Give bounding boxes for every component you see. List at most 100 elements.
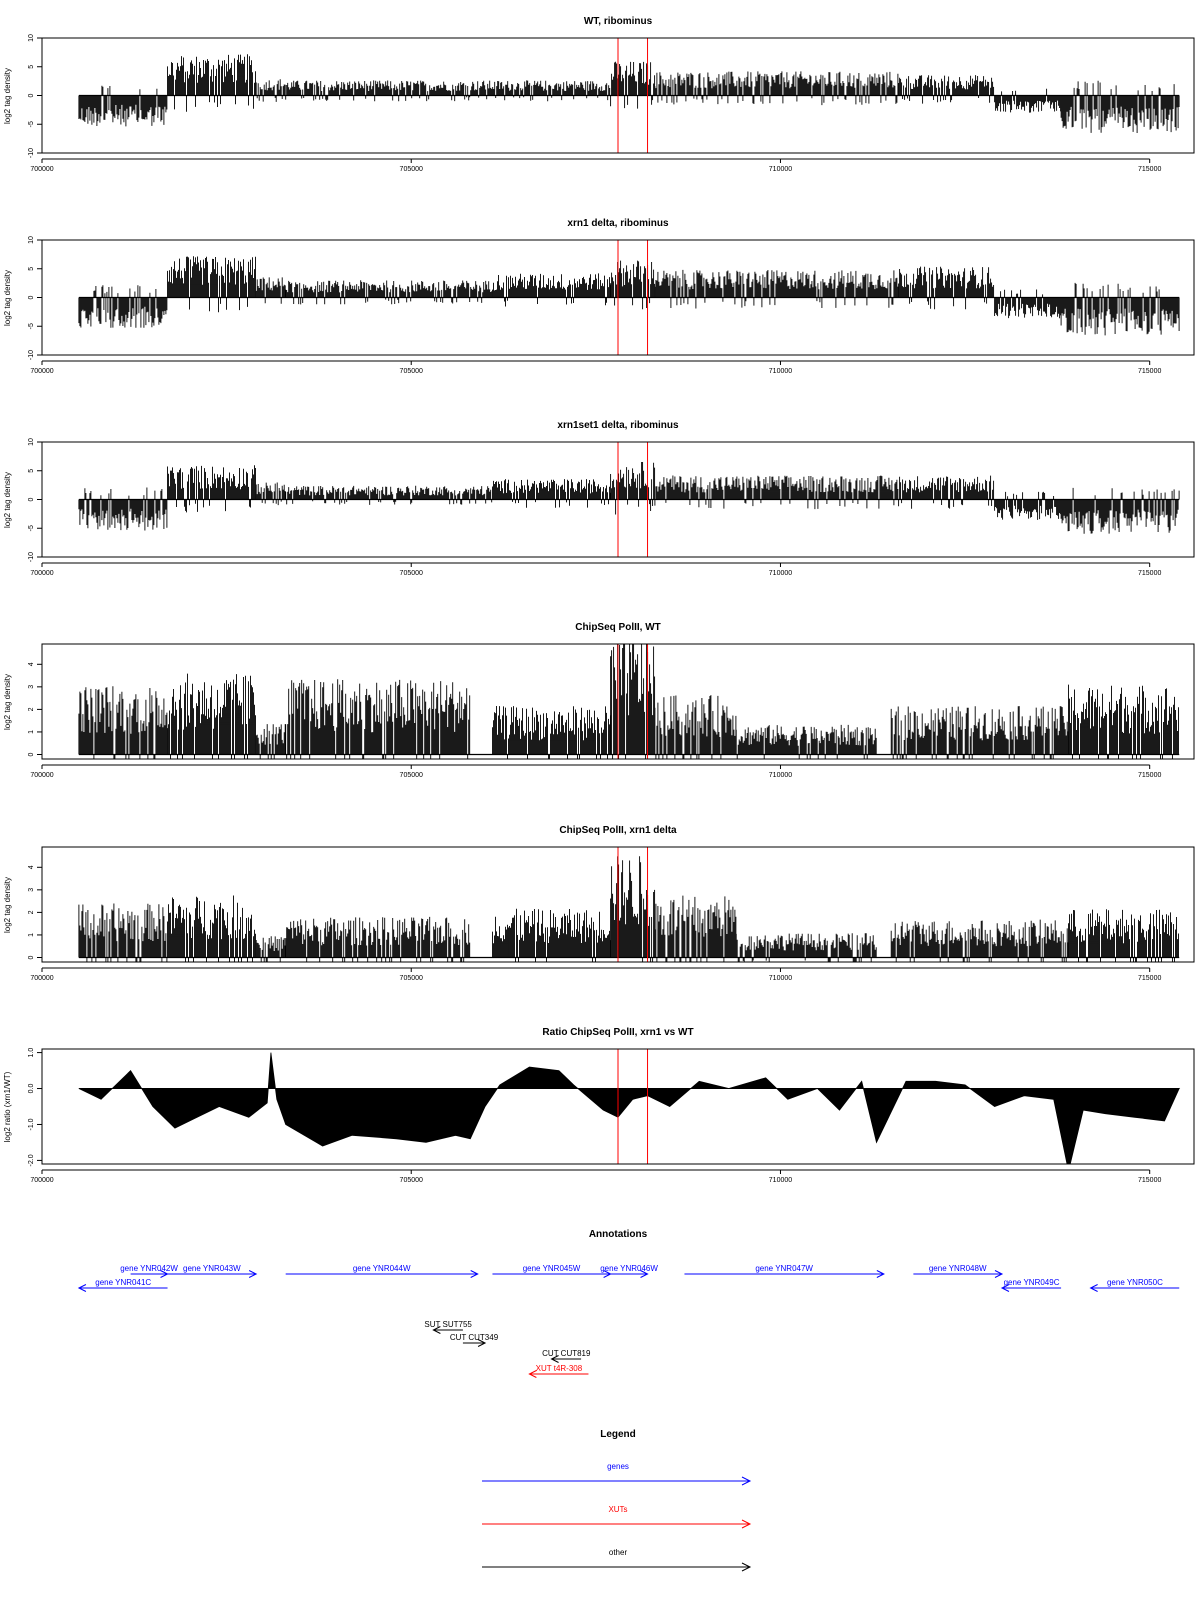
legend-title: Legend <box>600 1429 636 1440</box>
y-tick-label: -10 <box>28 552 35 562</box>
annotation-gene-ynr043w: gene YNR043W <box>167 1264 258 1278</box>
y-tick-label: 5 <box>28 469 35 473</box>
y-tick-label: 0 <box>28 295 35 299</box>
feature-arrowhead <box>528 1370 537 1378</box>
x-tick-label: 705000 <box>400 166 423 173</box>
panel-xrn1-delta-ribominus: xrn1 delta, ribominus log2 tag density 1… <box>3 218 1195 375</box>
feature-arrowhead <box>603 1270 612 1278</box>
x-tick-label: 710000 <box>769 1177 792 1184</box>
panel-chipseq-polii-xrn1-delta: ChipSeq PolII, xrn1 delta log2 tag densi… <box>3 825 1195 982</box>
signal-segment <box>78 285 168 328</box>
annotation-cut-cut819: CUT CUT819 <box>542 1349 591 1363</box>
signal-segment <box>898 266 995 310</box>
x-tick-label: 710000 <box>769 166 792 173</box>
feature-arrowhead <box>432 1326 441 1334</box>
x-tick-label: 715000 <box>1138 975 1161 982</box>
panel-wt-ribominus: WT, ribominus log2 tag density 10 5 0 -5 -10… <box>3 16 1195 173</box>
feature-arrowhead <box>248 1270 258 1278</box>
annotation-gene-ynr050c: gene YNR050C <box>1089 1278 1180 1292</box>
signal-segment <box>255 936 286 962</box>
signal-segment <box>78 85 168 127</box>
feature-label: CUT CUT349 <box>450 1333 499 1342</box>
x-tick-label: 715000 <box>1138 166 1161 173</box>
feature-label: gene YNR049C <box>1004 1278 1060 1287</box>
feature-label: gene YNR046W <box>600 1264 658 1273</box>
x-tick-label: 710000 <box>769 772 792 779</box>
signal-segment <box>1068 684 1179 759</box>
y-tick-label: -5 <box>28 323 35 329</box>
legend-arrowhead <box>741 1519 752 1529</box>
y-tick-label: 1.0 <box>28 1048 35 1058</box>
annotation-gene-ynr044w: gene YNR044W <box>285 1264 479 1278</box>
x-tick-label: 700000 <box>30 368 53 375</box>
panel-title: WT, ribominus <box>584 16 653 27</box>
signal-segment <box>898 475 995 509</box>
signal-segment <box>994 88 1062 113</box>
y-tick-label: 4 <box>28 662 35 666</box>
signal-segment <box>167 673 256 759</box>
plot-area <box>78 442 1180 557</box>
y-tick-label: 0 <box>28 752 35 756</box>
plot-frame <box>41 1048 1195 1165</box>
y-tick-label: 0 <box>28 497 35 501</box>
annotation-cut-cut349: CUT CUT349 <box>450 1333 499 1347</box>
signal-segment <box>654 895 737 962</box>
feature-arrowhead <box>550 1355 559 1363</box>
legend-label: genes <box>607 1462 629 1471</box>
panel-ratio-chipseq: Ratio ChipSeq PolII, xrn1 vs WT log2 rat… <box>3 1027 1195 1184</box>
y-tick-label: 3 <box>28 685 35 689</box>
y-tick-label: 0 <box>28 93 35 97</box>
feature-label: gene YNR050C <box>1107 1278 1163 1287</box>
signal-segment <box>610 644 656 759</box>
feature-arrowhead <box>1000 1284 1010 1292</box>
panel-title: Ratio ChipSeq PolII, xrn1 vs WT <box>542 1027 693 1038</box>
y-tick-label: -10 <box>28 148 35 158</box>
y-tick-label: 10 <box>28 34 35 42</box>
y-tick-label: -2.0 <box>28 1154 35 1166</box>
signal-segment <box>255 724 286 759</box>
legend-label: XUTs <box>608 1505 627 1514</box>
y-tick-label: -10 <box>28 350 35 360</box>
x-tick-label: 715000 <box>1138 368 1161 375</box>
signal-segment <box>654 269 899 309</box>
feature-arrowhead <box>876 1270 885 1278</box>
annotation-gene-ynr047w: gene YNR047W <box>684 1264 885 1278</box>
y-tick-label: 5 <box>28 65 35 69</box>
feature-label: gene YNR043W <box>183 1264 241 1273</box>
y-tick-label: 10 <box>28 236 35 244</box>
y-tick-label: 3 <box>28 888 35 892</box>
feature-arrowhead <box>77 1284 87 1292</box>
y-tick-label: 2 <box>28 910 35 914</box>
y-tick-label: 0 <box>28 955 35 959</box>
feature-label: gene YNR041C <box>95 1278 151 1287</box>
y-tick-label: 1 <box>28 730 35 734</box>
x-tick-label: 705000 <box>400 975 423 982</box>
panel-title: xrn1set1 delta, ribominus <box>557 420 679 431</box>
feature-label: gene YNR047W <box>755 1264 813 1273</box>
y-axis-label: log2 ratio (xrn1/WT) <box>3 1071 12 1142</box>
x-tick-label: 710000 <box>769 368 792 375</box>
annotation-gene-ynr048w: gene YNR048W <box>913 1264 1004 1278</box>
signal-segment <box>610 260 656 310</box>
x-tick-label: 700000 <box>30 1177 53 1184</box>
ratio-area <box>78 1052 1181 1164</box>
signal-segment <box>167 895 256 962</box>
signal-segment <box>492 706 611 759</box>
panel-chipseq-polii-wt: ChipSeq PolII, WT log2 tag density 0 1 2 3 4… <box>3 622 1195 779</box>
signal <box>78 462 1180 534</box>
panel-title: ChipSeq PolII, WT <box>575 622 661 633</box>
annotation-gene-ynr049c: gene YNR049C <box>1000 1278 1062 1292</box>
x-tick-label: 700000 <box>30 772 53 779</box>
plot-area <box>78 38 1180 153</box>
y-tick-label: -5 <box>28 121 35 127</box>
signal-segment <box>654 695 737 759</box>
signal <box>78 644 1180 759</box>
legend-arrowhead <box>741 1562 752 1572</box>
x-tick-label: 700000 <box>30 570 53 577</box>
legend-item-xuts: XUTs <box>482 1505 752 1529</box>
signal-segment <box>654 71 899 106</box>
x-tick-label: 700000 <box>30 975 53 982</box>
plot-area <box>78 240 1180 355</box>
signal-segment <box>492 908 611 962</box>
signal-segment <box>890 919 1069 962</box>
